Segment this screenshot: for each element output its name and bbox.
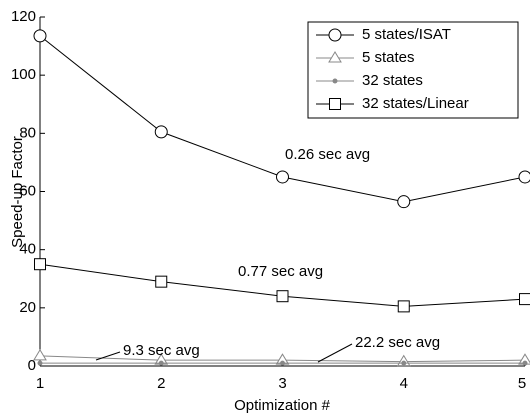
- data-point: [397, 195, 411, 209]
- x-tick-label: 2: [157, 375, 165, 392]
- data-point: [519, 293, 530, 306]
- data-point: [34, 258, 46, 271]
- y-tick-label: 60: [19, 182, 36, 199]
- legend-label: 5 states/ISAT: [362, 26, 451, 43]
- annotation: 0.77 sec avg: [238, 263, 323, 280]
- data-point: [33, 29, 47, 43]
- annotation: 22.2 sec avg: [355, 334, 440, 351]
- legend-box: [307, 21, 519, 119]
- data-point: [280, 360, 285, 366]
- legend-marker: [329, 98, 341, 110]
- data-point: [33, 348, 47, 361]
- data-point: [154, 125, 168, 139]
- x-tick-label: 5: [518, 375, 526, 392]
- y-axis-label: Speed-up Factor: [9, 136, 26, 248]
- data-point: [158, 360, 164, 366]
- data-point: [401, 360, 407, 366]
- data-point: [522, 360, 528, 366]
- legend-label: 32 states/Linear: [362, 95, 469, 112]
- y-tick-label: 100: [11, 66, 36, 83]
- legend-marker: [328, 51, 342, 63]
- data-point: [397, 300, 410, 313]
- annotation: 9.3 sec avg: [123, 342, 200, 359]
- data-point: [37, 360, 43, 366]
- legend-label: 5 states: [362, 49, 415, 66]
- y-tick-label: 120: [11, 8, 36, 25]
- data-point: [155, 275, 168, 288]
- data-point: [518, 170, 530, 184]
- leader-line: [95, 351, 121, 361]
- x-tick-label: 1: [36, 375, 44, 392]
- annotation: 0.26 sec avg: [285, 146, 370, 163]
- legend-marker: [328, 28, 342, 42]
- x-axis-label: Optimization #: [234, 397, 331, 413]
- x-tick-label: 4: [400, 375, 408, 392]
- data-point: [276, 170, 289, 184]
- y-tick-label: 80: [19, 124, 36, 141]
- y-tick-label: 0: [28, 357, 36, 374]
- legend-marker: [332, 78, 338, 84]
- legend-label: 32 states: [362, 72, 423, 89]
- data-point: [276, 290, 289, 303]
- y-tick-label: 40: [19, 241, 36, 258]
- y-tick-label: 20: [19, 299, 36, 316]
- leader-line: [317, 343, 353, 363]
- x-tick-label: 3: [278, 375, 286, 392]
